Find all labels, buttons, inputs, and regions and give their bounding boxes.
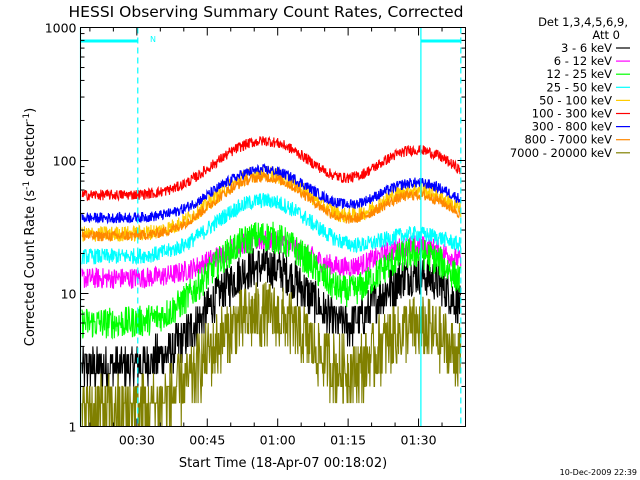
observing-bar — [80, 39, 138, 43]
legend-item-label: 6 - 12 keV — [554, 54, 612, 68]
legend-item-label: 7000 - 20000 keV — [510, 146, 612, 160]
series-line-6 — [81, 162, 462, 225]
y-tick-label: 1 — [69, 420, 77, 435]
series-line-3 — [81, 192, 462, 266]
legend-item-label: 50 - 100 keV — [539, 93, 612, 107]
series-line-5 — [81, 135, 462, 202]
legend-item-label: 25 - 50 keV — [546, 80, 612, 94]
footer-timestamp: 10-Dec-2009 22:39 — [560, 468, 637, 477]
legend-header-line2: Att 0 — [592, 28, 620, 42]
legend-item-label: 300 - 800 keV — [532, 120, 612, 134]
x-tick-label: 00:30 — [119, 433, 155, 448]
series-line-0 — [81, 246, 462, 388]
legend-item-label: 100 - 300 keV — [532, 107, 612, 121]
series-line-7 — [81, 171, 462, 242]
x-tick-label: 01:00 — [260, 433, 296, 448]
y-axis-label: Corrected Count Rate (s-1 detector-1) — [22, 108, 38, 346]
x-tick-label: 00:45 — [189, 433, 225, 448]
y-tick-label: 1000 — [45, 21, 77, 36]
legend-item-label: 800 - 7000 keV — [524, 133, 612, 147]
x-tick-label: 01:30 — [401, 433, 437, 448]
x-tick-label: 01:15 — [330, 433, 366, 448]
plot-frame — [80, 27, 466, 427]
series-line-2 — [81, 221, 462, 340]
observing-bar — [420, 39, 461, 43]
y-tick-label: 10 — [61, 287, 77, 302]
night-marker: N — [150, 35, 156, 44]
legend-header-line1: Det 1,3,4,5,6,9, — [538, 15, 628, 29]
x-axis-label: Start Time (18-Apr-07 00:18:02) — [179, 456, 387, 471]
series-line-1 — [81, 229, 462, 289]
legend-item-label: 3 - 6 keV — [561, 41, 612, 55]
y-tick-label: 100 — [53, 154, 77, 169]
chart-title: HESSI Observing Summary Count Rates, Cor… — [69, 3, 464, 21]
legend-item-label: 12 - 25 keV — [546, 67, 612, 81]
